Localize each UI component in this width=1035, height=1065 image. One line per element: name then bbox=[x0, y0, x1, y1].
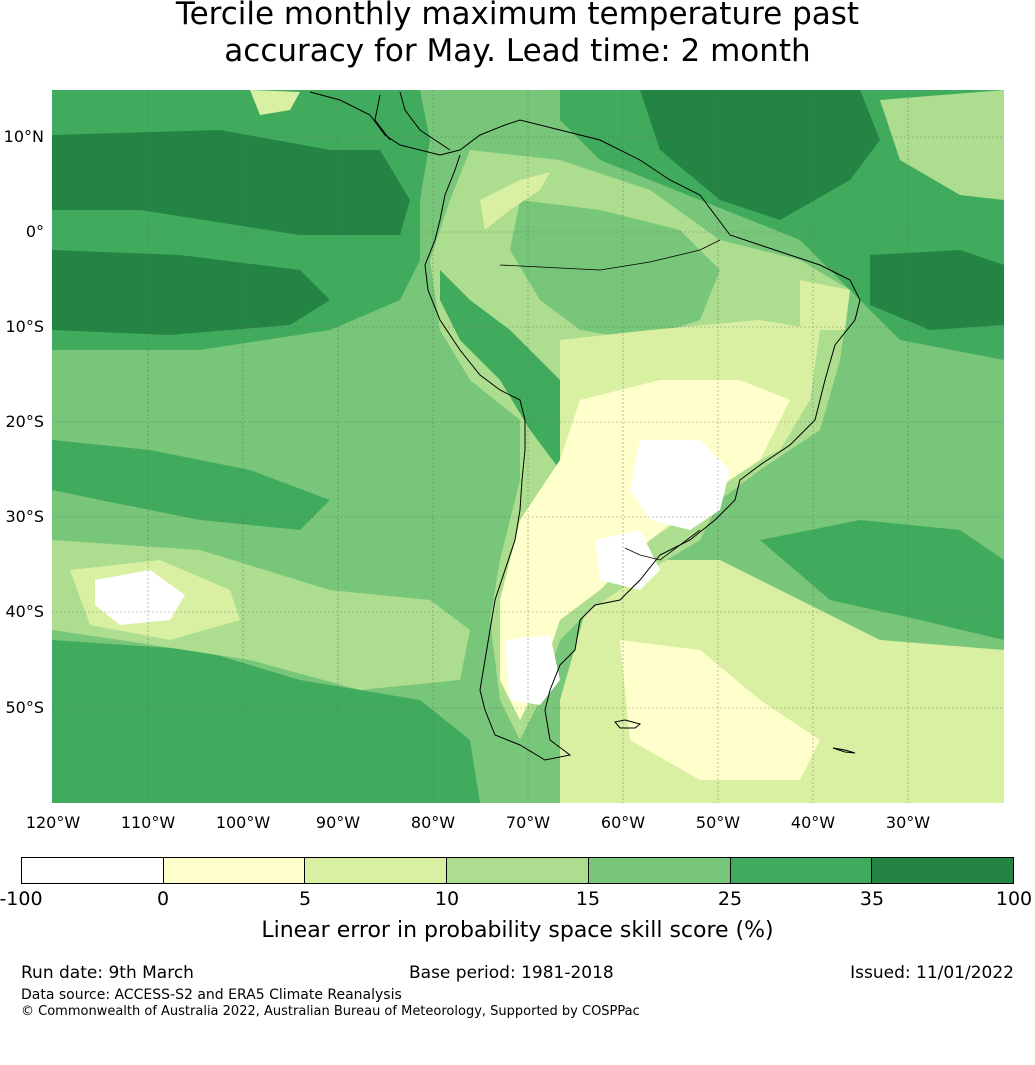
run-date: Run date: 9th March bbox=[21, 963, 194, 983]
base-period: Base period: 1981-2018 bbox=[409, 963, 614, 983]
falkland-islands bbox=[614, 719, 642, 729]
skill-region-caribbean-light bbox=[880, 90, 1004, 200]
skill-score-map: 10°N 0° 10°S 20°S 30°S 40°S 50°S 120°W 1… bbox=[4, 90, 1004, 832]
skill-region-ne-brazil-light bbox=[800, 280, 850, 330]
colorbar-segment bbox=[305, 858, 448, 883]
skill-region-south-pacific bbox=[52, 640, 480, 803]
colorbar-label: Linear error in probability space skill … bbox=[261, 918, 774, 943]
lat-label-20s: 20°S bbox=[5, 412, 44, 431]
central-america-coastline bbox=[374, 91, 451, 151]
colorbar-segment bbox=[163, 858, 306, 883]
skill-region-andes-high bbox=[440, 270, 580, 470]
lon-label-120w: 120°W bbox=[26, 813, 81, 832]
skill-region-patagonia-negative bbox=[505, 635, 560, 705]
colorbar-tick: 35 bbox=[859, 888, 885, 910]
graticule bbox=[52, 90, 1004, 803]
colorbar-tick: 25 bbox=[717, 888, 743, 910]
lat-label-30s: 30°S bbox=[5, 507, 44, 526]
skill-region-very-high-pacific bbox=[52, 130, 410, 235]
amazon-river bbox=[499, 239, 721, 271]
skill-region-caribbean-light-2 bbox=[250, 90, 300, 115]
lon-label-70w: 70°W bbox=[506, 813, 550, 832]
colorbar-segment bbox=[730, 858, 873, 883]
skill-region-south-pacific-mid bbox=[52, 440, 330, 530]
skill-region-colombia-light bbox=[480, 172, 550, 230]
lon-label-90w: 90°W bbox=[316, 813, 360, 832]
lon-label-60w: 60°W bbox=[601, 813, 645, 832]
map-area bbox=[52, 90, 1004, 803]
skill-region-south-atlantic-lighter bbox=[620, 640, 820, 780]
south-america-coastline bbox=[309, 91, 861, 761]
colorbar-tick: 100 bbox=[995, 888, 1033, 910]
colorbar-tick: 5 bbox=[298, 888, 312, 910]
issued-date: Issued: 11/01/2022 bbox=[850, 963, 1014, 983]
colorbar-segment bbox=[22, 858, 164, 883]
skill-region-south-atlantic bbox=[760, 520, 1004, 640]
colorbar-tick: 15 bbox=[575, 888, 601, 910]
colorbar-tick: 0 bbox=[156, 888, 170, 910]
rio-de-la-plata bbox=[624, 529, 701, 561]
skill-region-amazon-high bbox=[510, 200, 720, 340]
colorbar-segment bbox=[447, 858, 589, 883]
lat-label-50s: 50°S bbox=[5, 698, 44, 717]
lon-label-50w: 50°W bbox=[696, 813, 740, 832]
copyright: © Commonwealth of Australia 2022, Austra… bbox=[21, 1004, 640, 1019]
lat-label-10n: 10°N bbox=[4, 127, 44, 146]
south-georgia bbox=[832, 747, 856, 754]
lon-label-40w: 40°W bbox=[791, 813, 835, 832]
colorbar-tick: -100 bbox=[0, 888, 43, 910]
lon-label-110w: 110°W bbox=[121, 813, 176, 832]
skill-region-very-high-pacific-south bbox=[52, 250, 330, 335]
lon-label-80w: 80°W bbox=[411, 813, 455, 832]
colorbar-segment bbox=[872, 858, 1014, 883]
lon-label-100w: 100°W bbox=[216, 813, 271, 832]
colorbar-segment bbox=[588, 858, 731, 883]
data-source: Data source: ACCESS-S2 and ERA5 Climate … bbox=[21, 987, 402, 1003]
lat-label-0: 0° bbox=[26, 222, 44, 241]
map-title-line-1: Tercile monthly maximum temperature past bbox=[175, 0, 860, 32]
skill-region-very-high-atlantic-east bbox=[870, 250, 1004, 330]
map-title-line-2: accuracy for May. Lead time: 2 month bbox=[224, 33, 811, 69]
colorbar-tick: 10 bbox=[434, 888, 460, 910]
skill-region-very-high-atlantic bbox=[640, 90, 880, 220]
colorbar bbox=[21, 857, 1014, 884]
lat-label-40s: 40°S bbox=[5, 602, 44, 621]
lat-label-10s: 10°S bbox=[5, 317, 44, 336]
skill-region-south-pacific-white bbox=[95, 570, 185, 625]
lon-label-30w: 30°W bbox=[886, 813, 930, 832]
skill-region-interior-negative bbox=[630, 440, 730, 530]
